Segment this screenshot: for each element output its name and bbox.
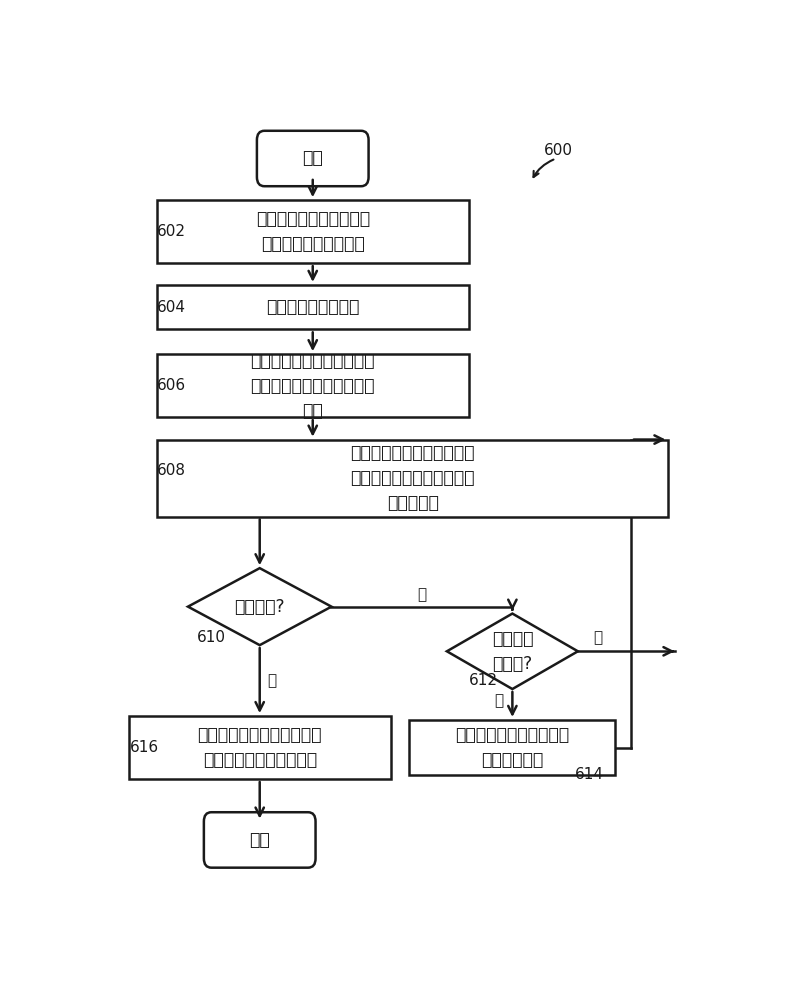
Text: 开始: 开始 (303, 149, 323, 167)
Text: 602: 602 (157, 224, 186, 239)
Text: 结束: 结束 (250, 831, 270, 849)
Text: 612: 612 (469, 673, 497, 688)
Text: 在与飞行计划相关的用户界
面中显示表示飞行员报告的
图标: 在与飞行计划相关的用户界 面中显示表示飞行员报告的 图标 (250, 352, 375, 420)
Bar (410, 720, 615, 775)
Text: 606: 606 (157, 378, 186, 393)
Polygon shape (188, 568, 332, 645)
Bar (129, 716, 390, 779)
Text: 600: 600 (543, 143, 572, 158)
FancyBboxPatch shape (204, 812, 316, 868)
Text: 用完全不透明的新图标替
换老化的图标: 用完全不透明的新图标替 换老化的图标 (456, 726, 569, 769)
Text: 否: 否 (593, 630, 603, 645)
Text: 608: 608 (157, 463, 186, 478)
Text: 否: 否 (417, 588, 427, 603)
Text: 610: 610 (197, 630, 226, 645)
Text: 根据图标的相应龄期，在用
户界面中逐渐降低图标的相
应不透明度: 根据图标的相应龄期，在用 户界面中逐渐降低图标的相 应不透明度 (350, 444, 475, 512)
Text: 接收多个飞行员报告: 接收多个飞行员报告 (266, 298, 359, 316)
Text: 重新确认
的报告?: 重新确认 的报告? (492, 630, 533, 673)
Text: 是: 是 (267, 673, 276, 688)
FancyBboxPatch shape (257, 131, 369, 186)
Bar (157, 285, 469, 329)
Bar (157, 354, 469, 417)
Text: 是: 是 (494, 693, 503, 708)
Text: 最大龄期?: 最大龄期? (234, 598, 285, 616)
Polygon shape (447, 614, 578, 689)
Text: 在用户界面中以图形方式
显示飞行器的飞行计划: 在用户界面中以图形方式 显示飞行器的飞行计划 (256, 210, 369, 253)
Text: 614: 614 (575, 767, 604, 782)
Text: 图标在达到指定的最大龄期
时过期并从用户界面消失: 图标在达到指定的最大龄期 时过期并从用户界面消失 (197, 726, 322, 769)
Text: 604: 604 (157, 300, 186, 315)
Bar (157, 200, 469, 263)
Bar (157, 440, 668, 517)
Text: 616: 616 (130, 740, 159, 755)
